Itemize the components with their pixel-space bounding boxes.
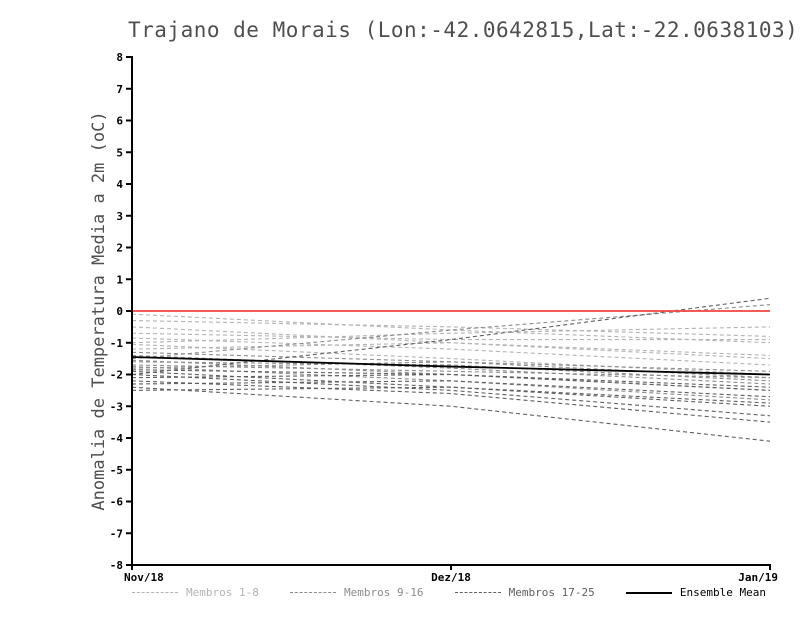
- member-line-group-2: [131, 351, 771, 379]
- y-tick-label: -1: [110, 337, 124, 350]
- member-line-group-1: [131, 326, 771, 360]
- legend-item: Membros 1-8: [132, 586, 259, 599]
- y-tick-label: -2: [110, 369, 123, 382]
- member-line-group-3: [131, 373, 771, 417]
- member-line-group-3: [131, 386, 771, 442]
- member-line-group-1: [131, 332, 770, 341]
- member-line-group-1: [131, 313, 771, 344]
- member-line-group-1: [131, 342, 771, 356]
- y-tick-label: -8: [110, 559, 123, 572]
- y-tick-label: -6: [110, 496, 124, 509]
- member-line-group-2: [131, 364, 771, 379]
- legend-label: Ensemble Mean: [679, 586, 766, 599]
- legend-solid-line-sample: [625, 591, 672, 594]
- member-line-group-1: [131, 319, 771, 337]
- legend-label: Membros 9-16: [344, 586, 424, 599]
- x-tick-label: Nov/18: [124, 571, 164, 584]
- y-tick-label: -4: [110, 432, 124, 445]
- member-line-group-3: [131, 380, 771, 398]
- legend-dashed-line-sample: [132, 592, 178, 593]
- member-line-group-3: [131, 369, 771, 388]
- member-line-group-2: [131, 304, 771, 360]
- legend-item: Ensemble Mean: [625, 586, 766, 599]
- y-tick-label: -3: [110, 400, 123, 413]
- y-tick-label: 0: [116, 305, 123, 318]
- legend-item: Membros 9-16: [290, 586, 424, 599]
- y-tick-label: -7: [110, 527, 123, 540]
- member-line-group-2: [131, 359, 771, 391]
- member-line-group-3: [131, 386, 771, 404]
- member-line-group-3: [131, 373, 771, 391]
- x-tick-label: Dez/18: [431, 571, 471, 584]
- y-tick-label: 8: [116, 51, 123, 64]
- y-tick-label: 6: [116, 115, 123, 128]
- legend-dashed-line-sample: [290, 592, 337, 593]
- member-line-group-2: [131, 361, 771, 372]
- x-tick-label: Jan/19: [738, 571, 778, 584]
- y-tick-label: 5: [116, 146, 123, 159]
- legend-label: Membros 17-25: [508, 586, 595, 599]
- chart-title: Trajano de Morais (Lon:-42.0642815,Lat:-…: [128, 18, 799, 42]
- member-line-group-3: [131, 380, 771, 423]
- y-tick-label: -5: [110, 464, 123, 477]
- member-line-group-1: [131, 337, 771, 366]
- y-tick-label: 4: [116, 178, 123, 191]
- member-line-group-1: [131, 326, 771, 344]
- legend-item: Membros 17-25: [454, 586, 595, 599]
- legend-dashed-line-sample: [454, 592, 501, 593]
- ensemble-mean-line: [131, 356, 771, 376]
- member-line-group-3: [131, 297, 771, 376]
- y-tick-label: 3: [116, 210, 123, 223]
- y-tick-label: 7: [116, 83, 123, 96]
- legend-label: Membros 1-8: [186, 586, 259, 599]
- legend: Membros 1-8 Membros 9-16 Membros 17-25 Ense…: [132, 586, 766, 599]
- y-tick-label: 1: [116, 273, 123, 286]
- y-tick-label: 2: [116, 242, 123, 255]
